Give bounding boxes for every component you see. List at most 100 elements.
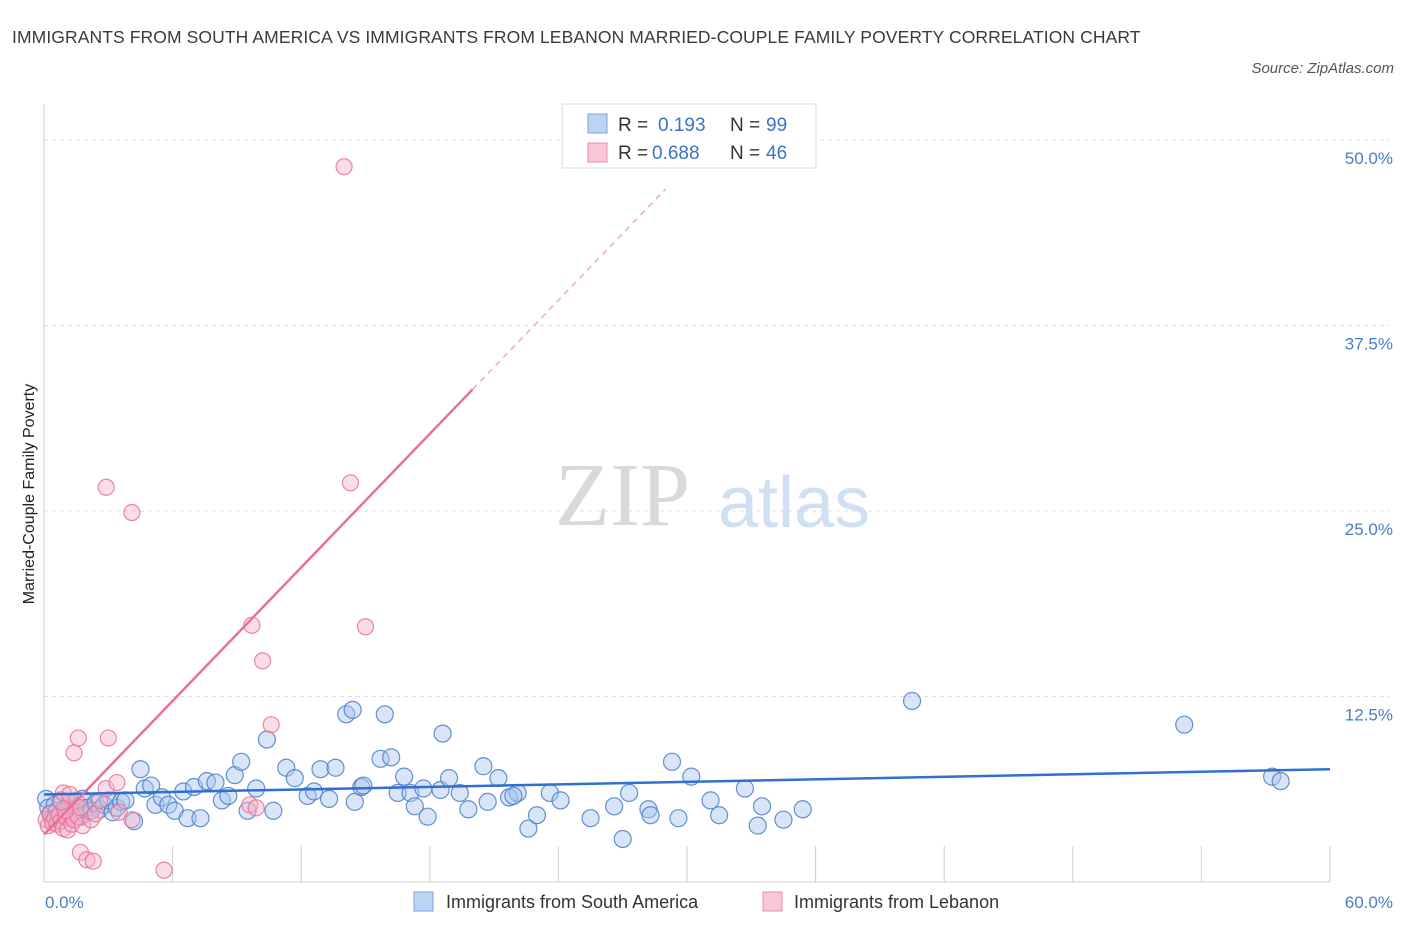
data-point-south-america	[405, 797, 424, 816]
bottom-legend-label-pink: Immigrants from Lebanon	[794, 892, 999, 912]
x-tick-label-min: 0.0%	[45, 893, 84, 912]
data-point-south-america	[902, 691, 922, 711]
data-point-lebanon	[254, 652, 272, 670]
data-point-south-america	[375, 705, 394, 724]
data-point-south-america	[304, 782, 324, 801]
data-point-south-america	[551, 791, 570, 810]
data-point-lebanon	[97, 478, 115, 496]
data-point-south-america	[326, 758, 345, 777]
data-point-lebanon	[155, 861, 173, 879]
data-point-south-america	[489, 769, 508, 788]
data-point-south-america	[774, 810, 793, 829]
data-point-south-america	[285, 769, 304, 788]
data-point-south-america	[450, 783, 469, 803]
data-point-south-america	[620, 783, 639, 803]
data-point-lebanon	[84, 852, 102, 870]
legend-r-value-blue: 0.193	[658, 115, 706, 136]
legend-n-value-blue: 99	[766, 115, 787, 136]
data-point-lebanon	[65, 744, 83, 762]
data-point-south-america	[701, 791, 720, 810]
data-point-south-america	[343, 700, 362, 719]
data-point-south-america	[478, 792, 497, 811]
data-point-south-america	[191, 809, 210, 828]
data-point-south-america	[131, 760, 150, 779]
series-south-america-points	[37, 691, 1290, 849]
series-legend: Immigrants from South America Immigrants…	[413, 891, 999, 912]
data-point-south-america	[142, 776, 161, 795]
source-label: Source: ZipAtlas.com	[1251, 60, 1394, 77]
bottom-legend-label-blue: Immigrants from South America	[446, 892, 699, 912]
data-point-lebanon	[123, 811, 141, 829]
data-point-lebanon	[110, 803, 128, 821]
data-point-south-america	[146, 795, 165, 814]
data-point-south-america	[710, 806, 729, 825]
data-point-south-america	[613, 829, 632, 849]
data-point-south-america	[414, 779, 433, 798]
data-point-south-america	[669, 809, 688, 828]
trend-line-lebanon-extension	[472, 188, 667, 390]
y-tick-labels: 12.5% 25.0% 37.5% 50.0%	[1345, 149, 1393, 725]
data-point-south-america	[257, 730, 277, 749]
data-point-lebanon	[356, 618, 375, 636]
data-point-south-america	[1271, 771, 1290, 791]
x-tick-label-max: 60.0%	[1345, 893, 1393, 912]
watermark-zip: ZIP	[555, 446, 690, 545]
data-point-south-america	[605, 797, 624, 816]
x-ticks	[172, 846, 1331, 882]
data-point-lebanon	[247, 799, 265, 817]
legend-r-label-pink: R =	[618, 143, 648, 164]
data-point-south-america	[319, 789, 339, 808]
data-point-south-america	[581, 809, 600, 828]
data-point-south-america	[1263, 767, 1282, 786]
trend-line-south-america	[43, 767, 1331, 796]
data-point-south-america	[527, 806, 547, 825]
data-point-lebanon	[73, 817, 92, 835]
data-point-south-america	[354, 776, 373, 795]
data-point-lebanon	[99, 729, 117, 747]
data-point-south-america	[178, 809, 197, 828]
data-point-south-america	[459, 800, 478, 819]
gridlines	[44, 139, 1390, 697]
data-point-south-america	[232, 752, 251, 771]
data-point-south-america	[735, 779, 754, 798]
data-point-lebanon	[108, 773, 126, 792]
data-point-south-america	[793, 800, 812, 819]
data-point-lebanon	[262, 716, 280, 734]
data-point-south-america	[641, 806, 660, 825]
data-point-south-america	[662, 752, 682, 771]
legend-swatch-blue	[587, 113, 608, 134]
legend-r-label-blue: R =	[618, 115, 648, 136]
legend-n-label-pink: N =	[730, 143, 760, 164]
trend-line-lebanon	[43, 388, 474, 836]
data-point-south-america	[264, 801, 283, 820]
data-point-lebanon	[335, 158, 353, 176]
data-point-south-america	[311, 760, 330, 779]
data-point-south-america	[206, 773, 225, 792]
data-point-south-america	[752, 797, 772, 816]
legend-n-label-blue: N =	[730, 115, 760, 136]
y-tick-label: 12.5%	[1345, 706, 1393, 725]
data-point-south-america	[748, 816, 767, 835]
chart-title: IMMIGRANTS FROM SOUTH AMERICA VS IMMIGRA…	[12, 27, 1141, 47]
data-point-south-america	[247, 779, 266, 798]
data-point-south-america	[394, 767, 414, 786]
data-point-south-america	[519, 819, 538, 838]
data-point-south-america	[418, 807, 437, 826]
data-point-lebanon	[123, 503, 141, 522]
data-point-lebanon	[341, 474, 360, 492]
data-point-lebanon	[86, 805, 105, 823]
y-tick-label: 50.0%	[1345, 149, 1393, 168]
y-tick-label: 25.0%	[1345, 520, 1393, 539]
data-point-south-america	[474, 757, 493, 776]
legend-swatch-pink	[587, 142, 608, 163]
data-point-lebanon	[78, 851, 96, 869]
data-point-south-america	[382, 748, 401, 767]
series-lebanon-points	[37, 158, 375, 879]
data-point-south-america	[504, 786, 523, 806]
correlation-legend: R = 0.193 N = 99 R = 0.688 N = 46	[561, 103, 817, 169]
y-tick-label: 37.5%	[1345, 335, 1393, 354]
bottom-legend-swatch-pink	[762, 891, 783, 912]
legend-n-value-pink: 46	[766, 143, 787, 164]
data-point-lebanon	[69, 729, 87, 747]
